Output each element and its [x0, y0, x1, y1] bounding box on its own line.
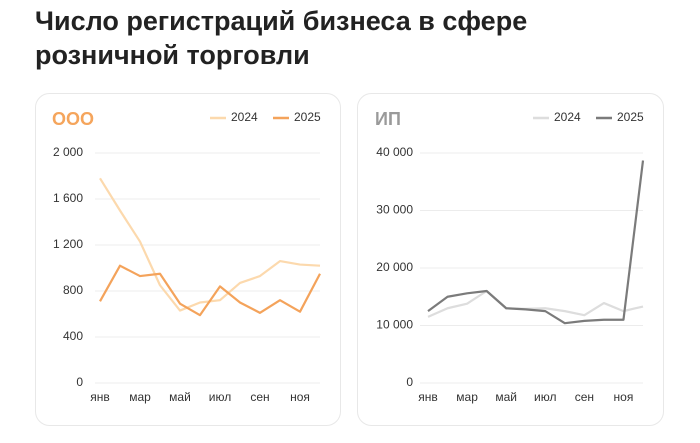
- panel-title: ИП: [375, 109, 401, 129]
- page-title: Число регистраций бизнеса в сфере: [35, 6, 527, 36]
- panel: [357, 93, 664, 426]
- y-tick-label: 2 000: [53, 145, 83, 159]
- y-tick-label: 1 600: [53, 191, 83, 205]
- y-tick-label: 30 000: [376, 203, 413, 217]
- y-tick-label: 800: [63, 283, 83, 297]
- legend-label: 2024: [554, 110, 581, 124]
- line: [99, 264, 321, 317]
- line: [427, 289, 644, 318]
- x-tick-label: июл: [534, 390, 556, 404]
- x-tick-label: мар: [456, 390, 478, 404]
- x-tick-label: янв: [418, 390, 438, 404]
- x-tick-label: сен: [575, 390, 594, 404]
- y-tick-label: 0: [76, 375, 83, 389]
- y-tick-label: 400: [63, 329, 83, 343]
- page-title: розничной торговли: [35, 40, 310, 70]
- x-tick-label: сен: [250, 390, 269, 404]
- y-tick-label: 0: [406, 375, 413, 389]
- x-tick-label: май: [169, 390, 191, 404]
- y-tick-label: 20 000: [376, 260, 413, 274]
- x-tick-label: мар: [129, 390, 151, 404]
- y-tick-label: 40 000: [376, 145, 413, 159]
- legend-label: 2025: [617, 110, 644, 124]
- x-tick-label: ноя: [290, 390, 310, 404]
- legend-label: 2025: [294, 110, 321, 124]
- line: [427, 160, 645, 325]
- panel: [35, 93, 341, 426]
- x-tick-label: май: [495, 390, 517, 404]
- x-tick-label: июл: [209, 390, 231, 404]
- panel-title: ООО: [52, 109, 94, 129]
- x-tick-label: ноя: [614, 390, 634, 404]
- legend-label: 2024: [231, 110, 258, 124]
- y-tick-label: 1 200: [53, 237, 83, 251]
- y-tick-label: 10 000: [376, 318, 413, 332]
- x-tick-label: янв: [90, 390, 110, 404]
